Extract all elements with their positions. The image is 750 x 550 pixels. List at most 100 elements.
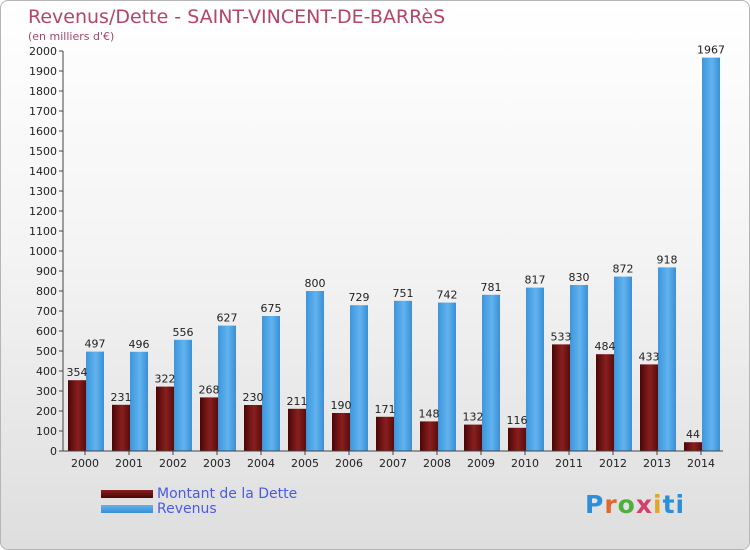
y-tick-label: 100 — [36, 425, 57, 438]
bar-revenus — [130, 351, 148, 451]
legend-label-dette: Montant de la Dette — [157, 486, 298, 502]
value-label-revenus: 751 — [393, 287, 414, 300]
y-tick-label: 1300 — [29, 185, 57, 198]
value-label-dette: 231 — [111, 391, 132, 404]
value-label-dette: 148 — [419, 407, 440, 420]
value-label-revenus: 627 — [217, 312, 238, 325]
value-label-dette: 533 — [551, 330, 572, 343]
y-tick-label: 0 — [50, 445, 57, 458]
y-tick-label: 400 — [36, 365, 57, 378]
bar-revenus — [262, 316, 280, 451]
value-label-revenus: 1967 — [697, 44, 725, 57]
bar-dette — [684, 442, 702, 451]
bar-revenus — [570, 285, 588, 451]
value-label-dette: 190 — [331, 399, 352, 412]
bar-revenus — [86, 351, 104, 451]
bar-revenus — [438, 302, 456, 451]
value-label-dette: 268 — [199, 383, 220, 396]
y-tick-label: 600 — [36, 325, 57, 338]
bar-revenus — [306, 291, 324, 451]
value-label-dette: 322 — [155, 373, 176, 386]
bar-dette — [640, 364, 658, 451]
value-label-dette: 44 — [686, 428, 700, 441]
y-tick-label: 1800 — [29, 85, 57, 98]
legend-item-dette: Montant de la Dette — [101, 486, 297, 502]
value-label-dette: 116 — [507, 414, 528, 427]
x-tick-label: 2002 — [159, 457, 187, 470]
x-tick-label: 2009 — [467, 457, 495, 470]
x-tick-label: 2003 — [203, 457, 231, 470]
x-tick-label: 2000 — [71, 457, 99, 470]
bar-revenus — [394, 300, 412, 451]
value-label-revenus: 817 — [525, 274, 546, 287]
value-label-dette: 211 — [287, 395, 308, 408]
legend-swatch-dette — [101, 490, 153, 498]
value-label-revenus: 496 — [129, 338, 150, 351]
value-label-revenus: 918 — [657, 253, 678, 266]
value-label-dette: 132 — [463, 411, 484, 424]
value-label-dette: 484 — [595, 340, 616, 353]
value-label-revenus: 830 — [569, 271, 590, 284]
x-tick-label: 2006 — [335, 457, 363, 470]
bar-revenus — [174, 339, 192, 451]
x-tick-label: 2012 — [599, 457, 627, 470]
x-tick-label: 2001 — [115, 457, 143, 470]
y-tick-label: 200 — [36, 405, 57, 418]
y-tick-label: 500 — [36, 345, 57, 358]
bar-dette — [376, 416, 394, 451]
value-label-dette: 433 — [639, 350, 660, 363]
y-tick-label: 1700 — [29, 105, 57, 118]
y-tick-label: 300 — [36, 385, 57, 398]
bar-revenus — [614, 276, 632, 451]
x-tick-label: 2011 — [555, 457, 583, 470]
legend-label-revenus: Revenus — [157, 501, 217, 517]
bar-revenus — [526, 287, 544, 451]
axes: 0 100 200 300 400 500 600 700 800 900 1000 1100 1200… — [29, 45, 723, 470]
value-label-dette: 354 — [67, 366, 88, 379]
y-tick-label: 1600 — [29, 125, 57, 138]
value-label-revenus: 742 — [437, 289, 458, 302]
y-tick-label: 1900 — [29, 65, 57, 78]
x-tick-label: 2010 — [511, 457, 539, 470]
bar-dette — [200, 397, 218, 451]
y-tick-label: 2000 — [29, 45, 57, 58]
value-label-revenus: 556 — [173, 326, 194, 339]
bars — [68, 57, 720, 451]
y-tick-label: 1500 — [29, 145, 57, 158]
bar-dette — [288, 408, 306, 451]
bar-revenus — [218, 325, 236, 451]
chart-subtitle: (en milliers d'€) — [28, 30, 115, 43]
value-label-revenus: 497 — [85, 338, 106, 351]
value-label-revenus: 729 — [349, 291, 370, 304]
value-label-revenus: 781 — [481, 281, 502, 294]
bar-dette — [68, 380, 86, 451]
y-tick-label: 1000 — [29, 245, 57, 258]
chart-title: Revenus/Dette - SAINT-VINCENT-DE-BARRèS — [28, 6, 446, 28]
bar-dette — [596, 354, 614, 451]
x-tick-label: 2008 — [423, 457, 451, 470]
bar-dette — [464, 424, 482, 451]
legend-item-revenus: Revenus — [101, 501, 217, 517]
value-label-revenus: 675 — [261, 302, 282, 315]
y-tick-label: 1100 — [29, 225, 57, 238]
bar-dette — [244, 405, 262, 451]
bar-dette — [552, 344, 570, 451]
x-tick-label: 2005 — [291, 457, 319, 470]
bar-dette — [112, 404, 130, 451]
y-tick-label: 700 — [36, 305, 57, 318]
y-tick-label: 900 — [36, 265, 57, 278]
bar-dette — [420, 421, 438, 451]
x-tick-label: 2013 — [643, 457, 671, 470]
bar-dette — [508, 427, 526, 451]
bar-revenus — [702, 57, 720, 451]
bar-revenus — [482, 294, 500, 451]
x-tick-label: 2007 — [379, 457, 407, 470]
value-labels: 497 354 496 231 556 322 627 268 675 230 800 211 729 1… — [67, 44, 726, 442]
bar-revenus — [658, 267, 676, 451]
y-tick-label: 1400 — [29, 165, 57, 178]
value-label-revenus: 872 — [613, 263, 634, 276]
bar-dette — [332, 413, 350, 451]
bar-revenus — [350, 305, 368, 451]
